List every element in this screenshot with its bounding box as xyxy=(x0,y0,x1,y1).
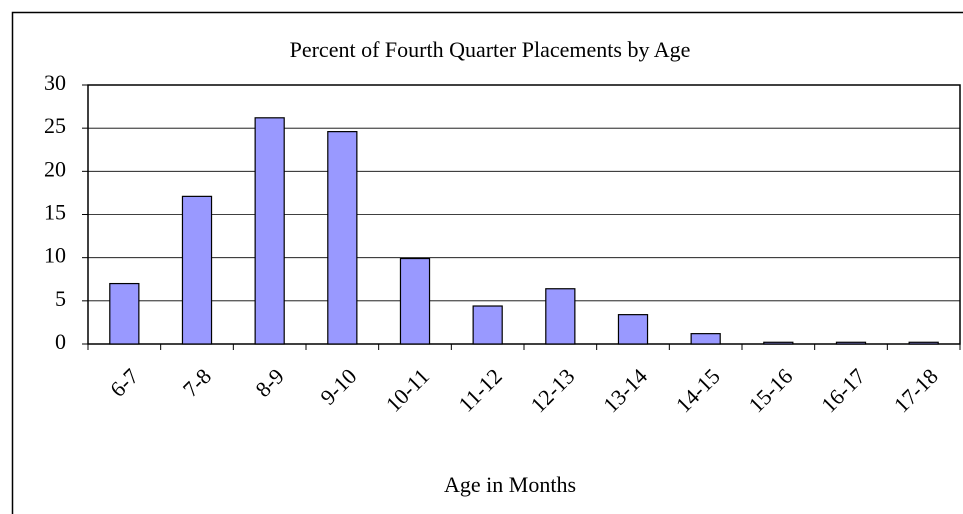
y-tick-label: 10 xyxy=(44,243,66,268)
bar xyxy=(327,131,358,345)
bar xyxy=(545,288,576,345)
y-tick-label: 15 xyxy=(44,200,66,225)
bar xyxy=(763,341,794,345)
chart-title: Percent of Fourth Quarter Placements by … xyxy=(290,37,691,62)
bar xyxy=(472,305,503,345)
chart-frame xyxy=(11,11,963,514)
bar xyxy=(908,341,939,345)
bar xyxy=(181,195,213,345)
x-axis-label: Age in Months xyxy=(444,472,576,497)
y-tick-label: 20 xyxy=(44,156,66,181)
bar xyxy=(835,341,867,345)
y-tick-label: 5 xyxy=(55,286,66,311)
bar xyxy=(617,314,649,345)
bar xyxy=(399,257,431,345)
bar xyxy=(254,117,285,345)
bar xyxy=(109,282,140,345)
y-tick-label: 25 xyxy=(44,113,66,138)
y-tick-label: 30 xyxy=(44,70,66,95)
y-tick-label: 0 xyxy=(55,329,66,354)
bar xyxy=(690,333,721,345)
